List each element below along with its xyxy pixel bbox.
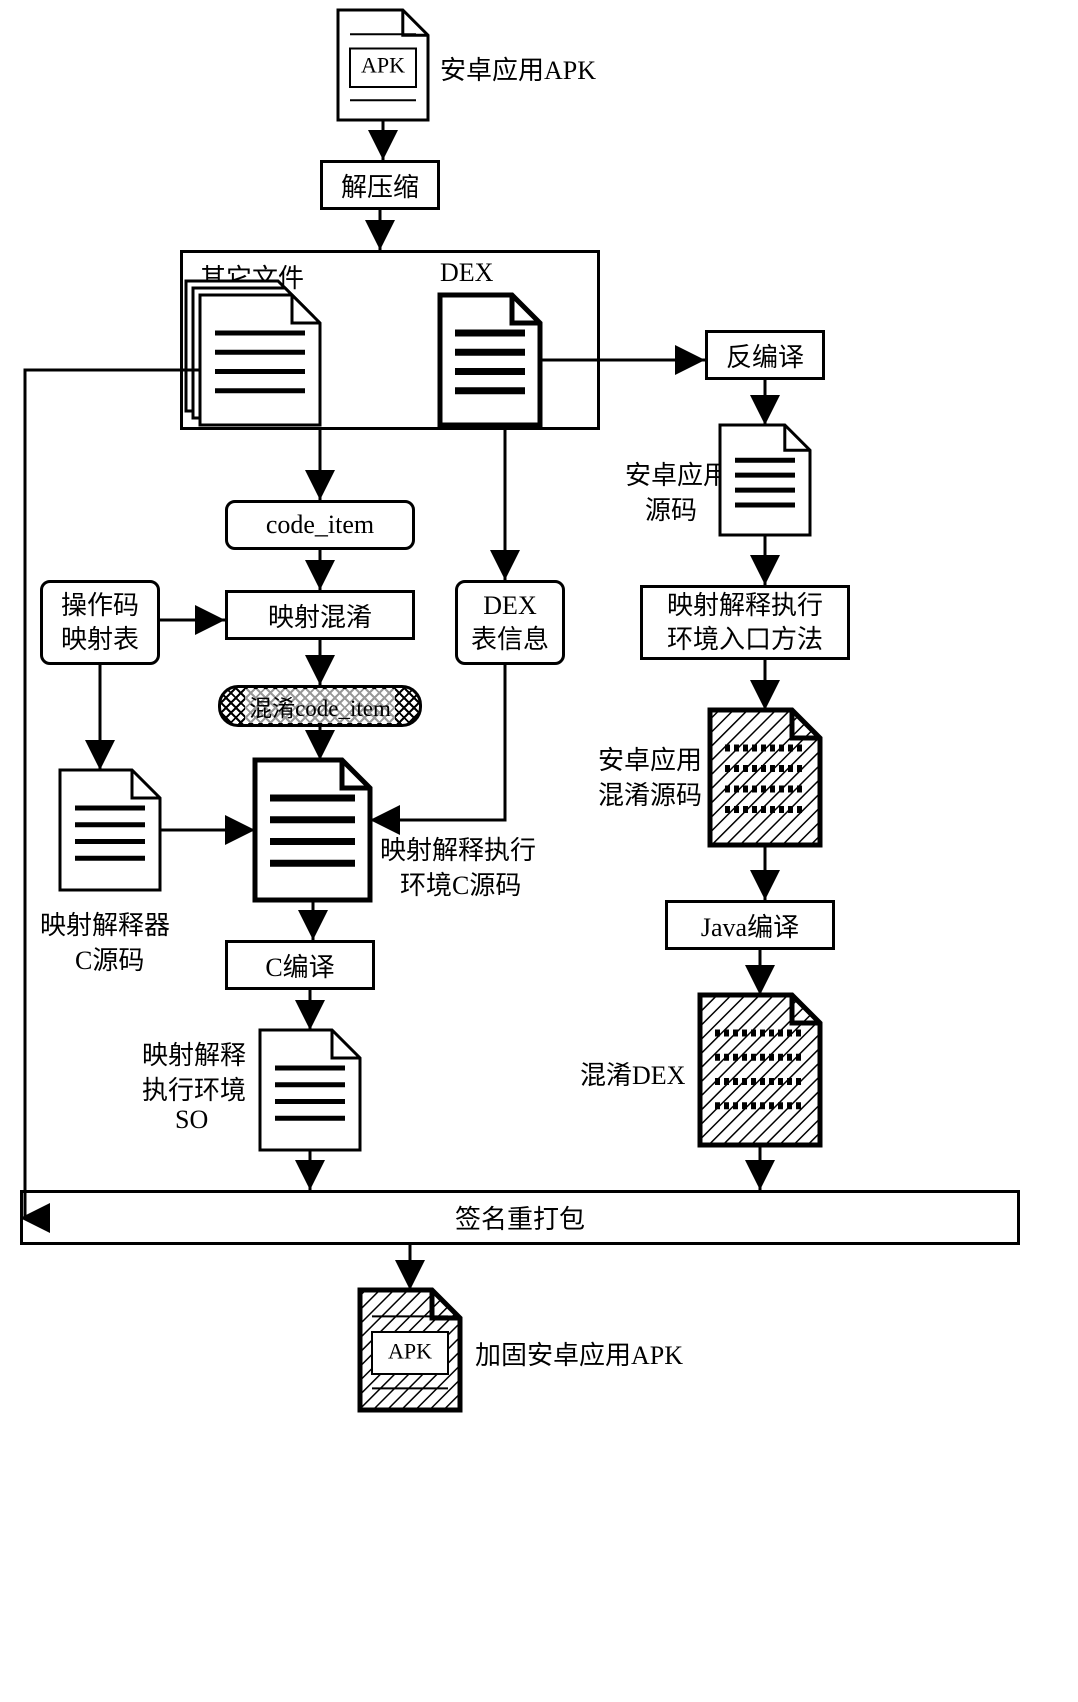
entry_method-line1: 映射解释执行 [667, 589, 823, 623]
so_label1: 映射解释 [142, 1035, 246, 1072]
dex_table_info: DEX表信息 [455, 580, 565, 665]
exec_env_c_label2: 环境C源码 [400, 865, 521, 902]
source_icon-icon [720, 425, 810, 535]
so_label2: 执行环境 [142, 1070, 246, 1107]
obf_code_item-text: 混淆code_item [245, 689, 395, 723]
so_icon-icon [260, 1030, 360, 1150]
obf_dex_icon-icon [700, 995, 820, 1145]
opcode_table: 操作码映射表 [40, 580, 160, 665]
other_files_label: 其它文件 [200, 258, 304, 295]
hardened_apk-icon: APK [360, 1290, 460, 1410]
dex_table_info-line1: DEX [483, 589, 536, 623]
obf_source_label1: 安卓应用 [598, 740, 702, 777]
c_compile: C编译 [225, 940, 375, 990]
opcode_table-line1: 操作码 [61, 589, 139, 623]
decompress: 解压缩 [320, 160, 440, 210]
dex_label: DEX [440, 258, 493, 288]
so_label3: SO [175, 1105, 208, 1135]
java_compile: Java编译 [665, 900, 835, 950]
source_label2: 源码 [645, 490, 697, 527]
source_label1: 安卓应用 [625, 455, 729, 492]
svg-text:APK: APK [388, 1338, 432, 1363]
exec_env_c_label1: 映射解释执行 [380, 830, 536, 867]
entry_method: 映射解释执行环境入口方法 [640, 585, 850, 660]
dex_table_info-line2: 表信息 [471, 623, 549, 657]
decompile: 反编译 [705, 330, 825, 380]
hardened_label: 加固安卓应用APK [475, 1335, 683, 1372]
apk_label: 安卓应用APK [440, 50, 596, 87]
obf_dex_label: 混淆DEX [580, 1055, 685, 1092]
obf_source_label2: 混淆源码 [598, 775, 702, 812]
interpreter_c_label1: 映射解释器 [40, 905, 170, 942]
exec_env_c_icon-icon [255, 760, 370, 900]
mapping_obf: 映射混淆 [225, 590, 415, 640]
interpreter_c_icon-icon [60, 770, 160, 890]
apk_icon-icon: APK [338, 10, 428, 120]
svg-text:APK: APK [361, 53, 405, 78]
sign_repack: 签名重打包 [20, 1190, 1020, 1245]
obf_code_item: 混淆code_item [218, 685, 422, 727]
entry_method-line2: 环境入口方法 [667, 623, 823, 657]
code_item: code_item [225, 500, 415, 550]
interpreter_c_label2: C源码 [75, 940, 144, 977]
obf_source_icon-icon [710, 710, 820, 845]
opcode_table-line2: 映射表 [61, 623, 139, 657]
